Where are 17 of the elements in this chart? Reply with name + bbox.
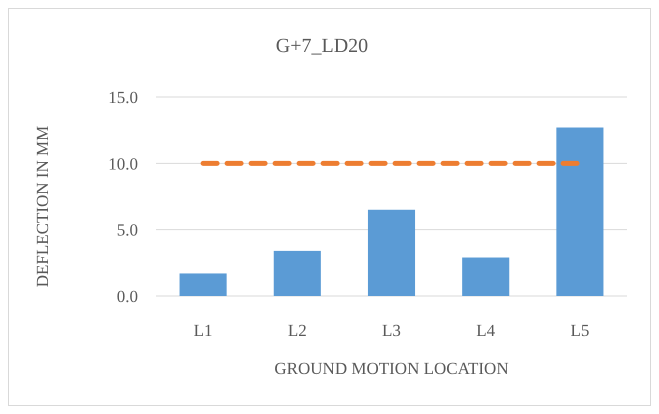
bar [556,128,604,296]
bar [274,250,321,296]
x-tick-label: L5 [570,321,590,340]
y-tick-label: 10.0 [108,154,138,174]
x-tick-label: L2 [288,321,307,340]
y-axis-title: DEFLECTION IN MM [33,126,52,288]
bar [180,273,227,296]
x-axis-title: GROUND MOTION LOCATION [274,359,509,378]
y-tick-label: 0.0 [116,286,138,306]
x-tick-label: L3 [382,321,401,340]
chart-title: G+7_LD20 [276,35,368,57]
x-tick-label: L1 [194,321,213,340]
x-tick-label: L4 [476,321,496,340]
y-tick-label: 5.0 [116,220,138,240]
y-tick-label: 15.0 [108,88,138,107]
bar [368,210,416,296]
bar [462,258,510,296]
